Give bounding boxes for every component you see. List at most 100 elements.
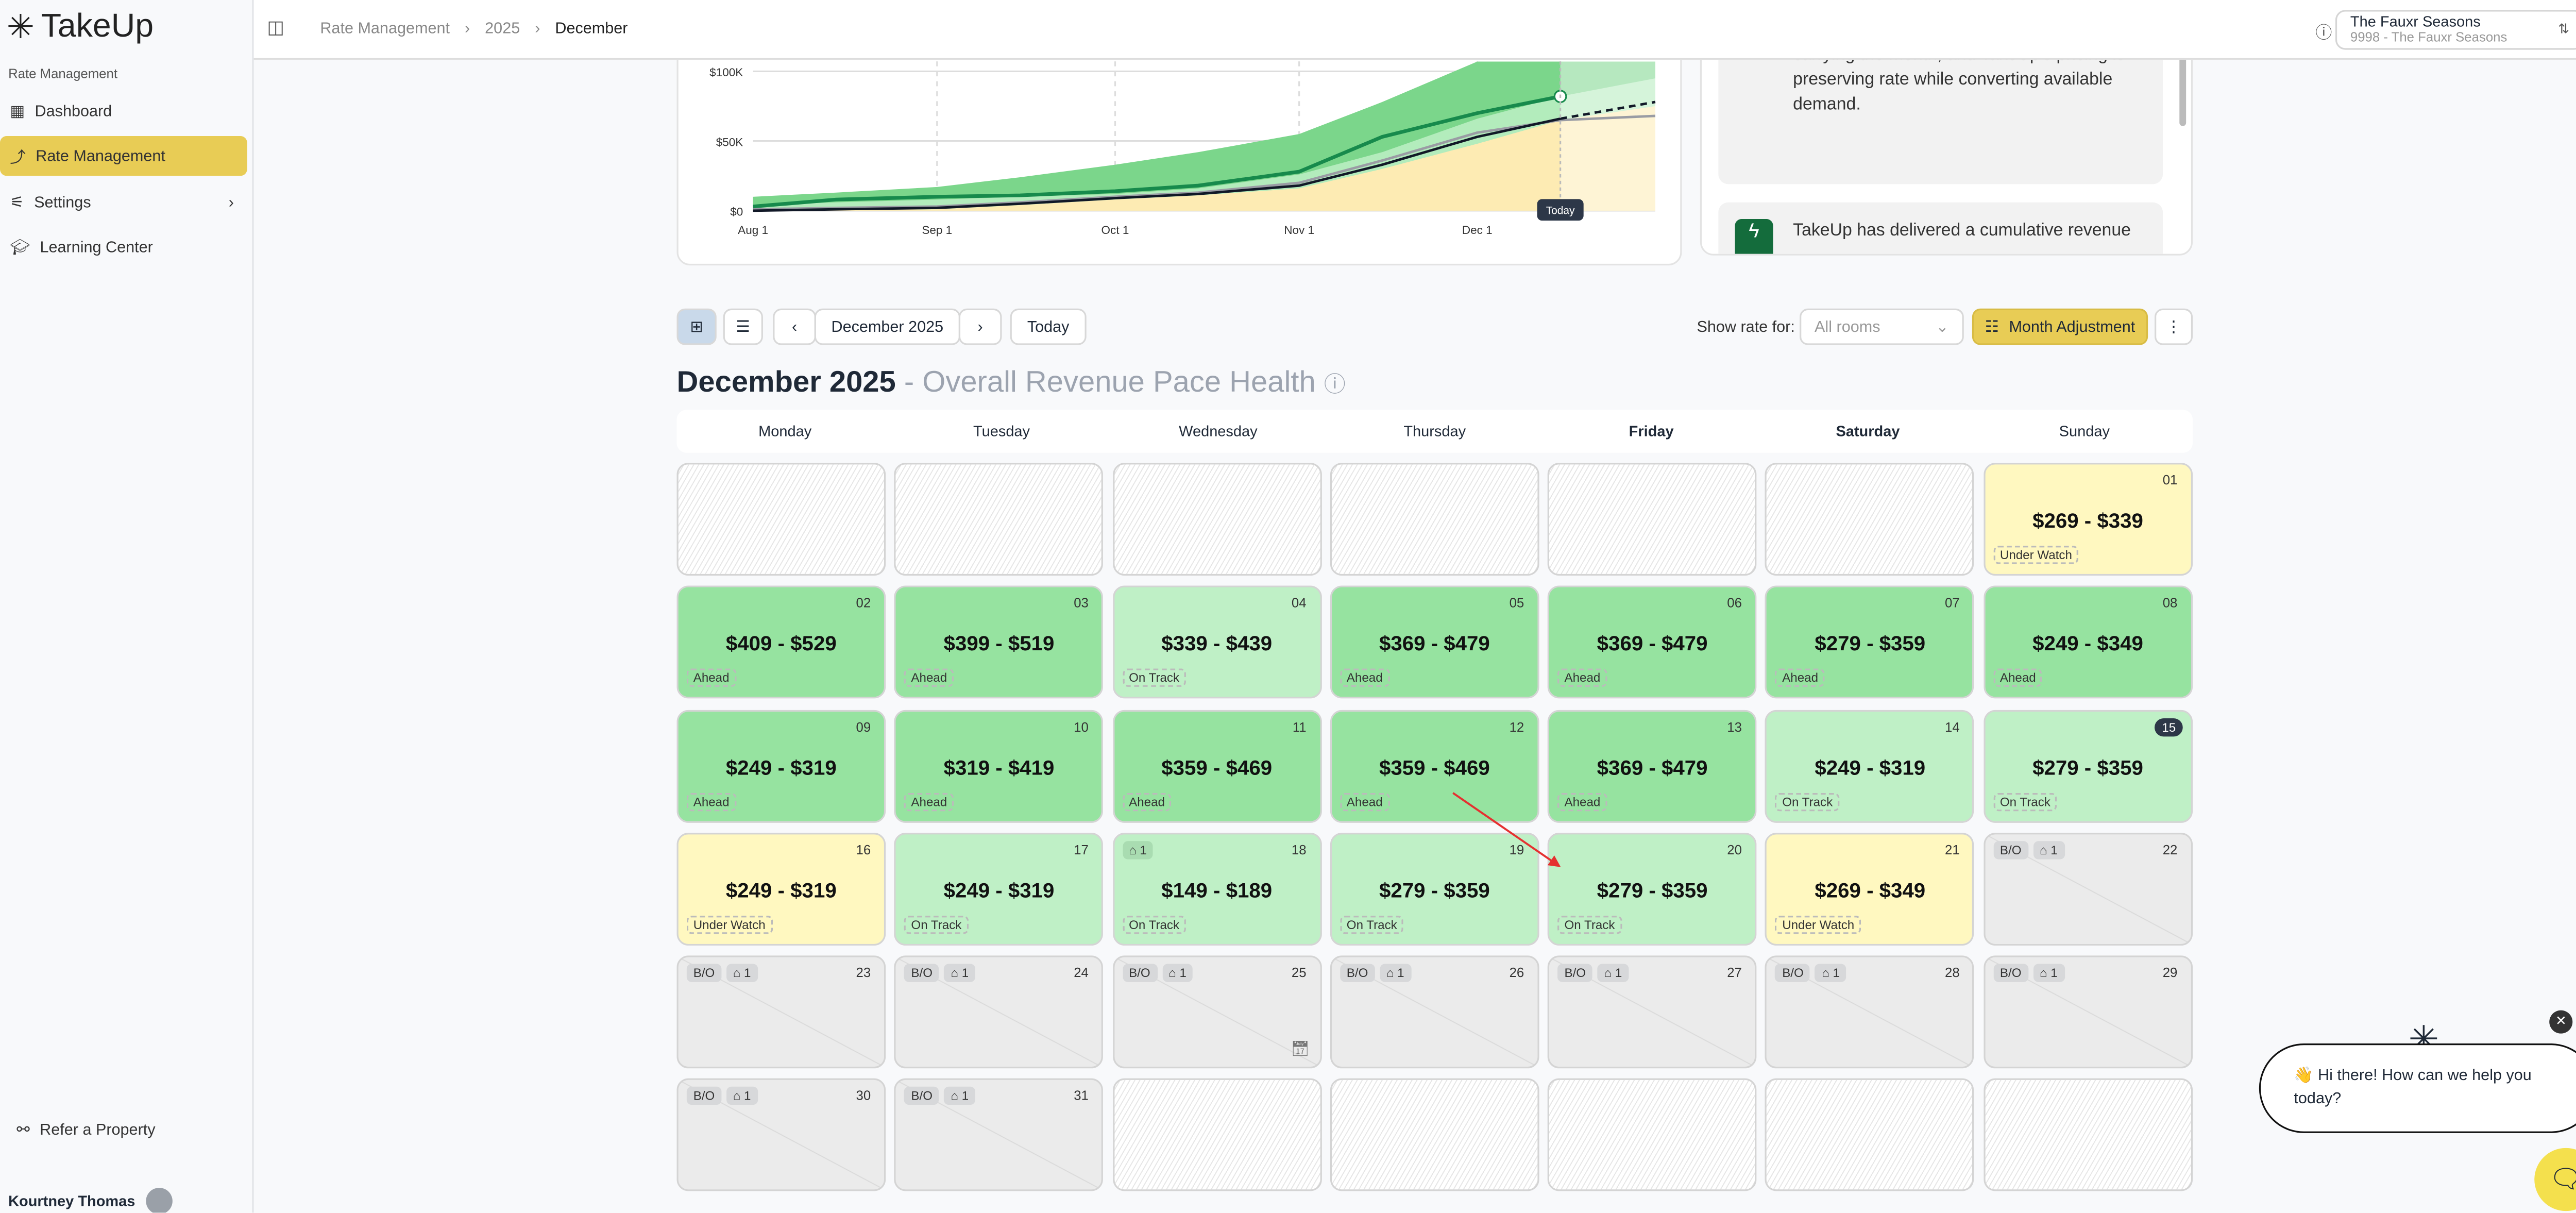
rate-range: $269 - $349 — [1815, 879, 1926, 903]
sidebar-item-learning-center[interactable]: 🎓︎ Learning Center — [10, 238, 153, 257]
y-tick-label: $100K — [709, 66, 743, 79]
status-badge: Ahead — [686, 669, 736, 687]
today-badge: 15 — [2155, 717, 2183, 736]
calendar-day-04[interactable]: 04 $339 - $439 On Track — [1112, 586, 1321, 699]
weekday-tuesday: Tuesday — [973, 423, 1030, 440]
weekday-header: Monday Tuesday Wednesday Thursday Friday Satu… — [676, 410, 2193, 453]
status-badge: Ahead — [1557, 669, 1607, 687]
calendar-day-07[interactable]: 07 $279 - $359 Ahead — [1766, 586, 1975, 699]
calendar-day-14[interactable]: 14 $249 - $319 On Track — [1766, 709, 1975, 822]
calendar-day-17[interactable]: 17 $249 - $319 On Track — [894, 832, 1104, 946]
calendar-day-19[interactable]: 19 $279 - $359 On Track — [1330, 832, 1539, 946]
prev-month-button[interactable]: ‹ — [773, 308, 816, 345]
month-adjustment-button[interactable]: ☷ Month Adjustment — [1972, 308, 2148, 345]
breadcrumb-rate-management[interactable]: Rate Management — [320, 20, 450, 39]
more-options-button[interactable]: ⋮ — [2155, 308, 2193, 345]
status-badge: Ahead — [1775, 669, 1825, 687]
calendar-day-09[interactable]: 09 $249 - $319 Ahead — [676, 709, 886, 822]
tag-count-badge: ⌂ 1 — [1379, 964, 1411, 983]
tag-icon: ⌂ — [1386, 966, 1394, 981]
booked-out-badge: B/O — [686, 1087, 722, 1106]
rate-range: $279 - $359 — [1597, 879, 1708, 903]
status-badge: Under Watch — [1993, 546, 2079, 564]
tag-icon: ⌂ — [1168, 966, 1176, 981]
tag-count-badge: ⌂ 1 — [1162, 964, 1193, 983]
info-icon[interactable]: ⓘ — [1324, 372, 1346, 397]
grid-view-button[interactable]: ⊞ — [676, 308, 717, 345]
calendar-day-25[interactable]: 25 B/O ⌂ 1 📅︎ — [1112, 955, 1321, 1069]
rate-range: $369 - $479 — [1597, 632, 1708, 656]
chevron-right-icon: › — [228, 193, 234, 212]
calendar-cell-empty — [676, 463, 886, 576]
calendar-day-29[interactable]: 29 B/O ⌂ 1 — [1983, 955, 2193, 1069]
status-badge: Ahead — [904, 792, 954, 811]
rate-range: $339 - $439 — [1161, 632, 1273, 656]
booked-out-badge: B/O — [1122, 964, 1157, 983]
x-tick-label: Nov 1 — [1284, 224, 1314, 237]
list-view-button[interactable]: ☰ — [723, 308, 763, 345]
calendar-day-26[interactable]: 26 B/O ⌂ 1 — [1330, 955, 1539, 1069]
calendar-day-11[interactable]: 11 $359 - $469 Ahead — [1112, 709, 1321, 822]
calendar-event-icon[interactable]: 📅︎ — [1291, 1040, 1310, 1057]
info-icon[interactable]: ⓘ — [2315, 25, 2332, 43]
calendar-day-01[interactable]: 01 $269 - $339 Under Watch — [1983, 463, 2193, 576]
calendar-cell-empty — [1330, 1079, 1539, 1192]
status-badge: Ahead — [1557, 792, 1607, 811]
calendar-day-08[interactable]: 08 $249 - $349 Ahead — [1983, 586, 2193, 699]
calendar-day-23[interactable]: 23 B/O ⌂ 1 — [676, 955, 886, 1069]
today-button[interactable]: Today — [1010, 308, 1087, 345]
status-badge: Ahead — [686, 792, 736, 811]
rate-range: $279 - $359 — [1815, 632, 1926, 656]
last-year-line — [753, 114, 1656, 211]
calendar-day-16[interactable]: 16 $249 - $319 Under Watch — [676, 832, 886, 946]
logo[interactable]: ✳ TakeUp — [7, 7, 154, 48]
next-month-button[interactable]: › — [958, 308, 1002, 345]
pace-forecast-line — [1560, 100, 1656, 120]
status-badge: On Track — [1340, 915, 1404, 934]
trend-icon: ⤴ — [10, 149, 26, 168]
calendar-day-12[interactable]: 12 $359 - $469 Ahead — [1330, 709, 1539, 822]
status-badge: Under Watch — [686, 915, 772, 934]
tag-icon: ⌂ — [1129, 843, 1137, 858]
calendar-cell-empty — [1112, 463, 1321, 576]
breadcrumb-2025[interactable]: 2025 — [485, 20, 520, 39]
sidebar-item-rate-management[interactable]: ⤴ Rate Management — [0, 136, 247, 176]
month-picker[interactable]: December 2025 — [814, 308, 961, 345]
sidebar-toggle-icon[interactable]: ◫ — [267, 18, 284, 39]
calendar-day-02[interactable]: 02 $409 - $529 Ahead — [676, 586, 886, 699]
calendar-day-05[interactable]: 05 $369 - $479 Ahead — [1330, 586, 1539, 699]
page-title: December 2025 - Overall Revenue Pace Hea… — [676, 365, 1346, 398]
chat-button[interactable]: 🗨︎ — [2534, 1148, 2576, 1211]
user-menu[interactable]: Kourtney Thomas — [8, 1188, 172, 1213]
calendar-day-06[interactable]: 06 $369 - $479 Ahead — [1548, 586, 1757, 699]
calendar-cell-empty — [1330, 463, 1539, 576]
calendar-day-18[interactable]: 18 ⌂ 1 $149 - $189 On Track — [1112, 832, 1321, 946]
refer-property-link[interactable]: ⚯ Refer a Property — [16, 1121, 156, 1140]
weekday-friday: Friday — [1629, 423, 1674, 440]
status-badge: Ahead — [1340, 669, 1389, 687]
y-tick-label: $0 — [730, 206, 743, 218]
chat-bubble[interactable]: 👋 Hi there! How can we help you today? — [2259, 1043, 2576, 1133]
chevron-right-icon: › — [535, 20, 540, 39]
calendar-day-27[interactable]: 27 B/O ⌂ 1 — [1548, 955, 1757, 1069]
calendar-day-20[interactable]: 20 $279 - $359 On Track — [1548, 832, 1757, 946]
property-selector[interactable]: The Fauxr Seasons 9998 - The Fauxr Seaso… — [2335, 10, 2576, 50]
status-badge: Ahead — [1122, 792, 1172, 811]
breadcrumb: Rate Management › 2025 › December — [320, 20, 628, 38]
calendar-day-03[interactable]: 03 $399 - $519 Ahead — [894, 586, 1104, 699]
rooms-select[interactable]: All rooms ⌄ — [1800, 308, 1964, 345]
sidebar-item-settings[interactable]: ⚟ Settings › — [10, 193, 234, 212]
sidebar-item-dashboard[interactable]: ▦ Dashboard — [10, 102, 112, 121]
calendar-day-24[interactable]: 24 B/O ⌂ 1 — [894, 955, 1104, 1069]
weekday-wednesday: Wednesday — [1179, 423, 1258, 440]
calendar-day-22[interactable]: 22 B/O ⌂ 1 — [1983, 832, 2193, 946]
calendar-day-28[interactable]: 28 B/O ⌂ 1 — [1766, 955, 1975, 1069]
calendar-day-21[interactable]: 21 $269 - $349 Under Watch — [1766, 832, 1975, 946]
calendar-day-13[interactable]: 13 $369 - $479 Ahead — [1548, 709, 1757, 822]
calendar-day-15[interactable]: 15 $279 - $359 On Track — [1983, 709, 2193, 822]
close-chat-button[interactable]: ✕ — [2549, 1010, 2573, 1034]
calendar-day-31[interactable]: 31 B/O ⌂ 1 — [894, 1079, 1104, 1192]
calendar-day-30[interactable]: 30 B/O ⌂ 1 — [676, 1079, 886, 1192]
calendar-day-10[interactable]: 10 $319 - $419 Ahead — [894, 709, 1104, 822]
day-number: 14 — [1944, 719, 1960, 734]
